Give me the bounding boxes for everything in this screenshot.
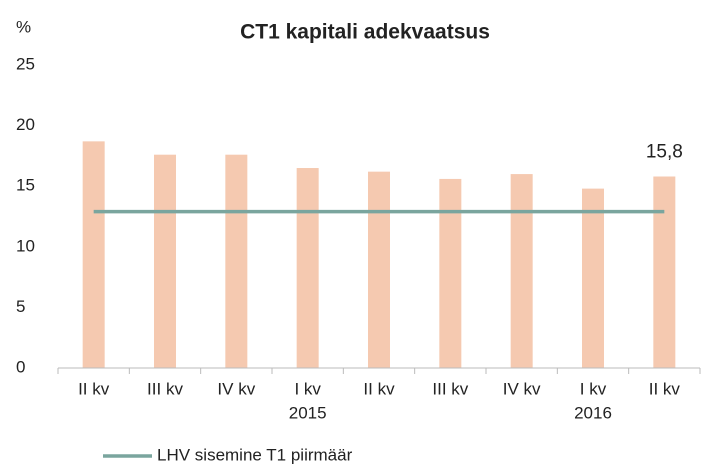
x-tick-label: II kv (78, 379, 110, 398)
bar (82, 141, 105, 368)
y-tick-label: 25 (16, 54, 35, 73)
x-tick-label: III kv (432, 379, 468, 398)
bar (439, 178, 462, 368)
y-tick-label: 0 (16, 357, 25, 376)
y-tick-label: 20 (16, 115, 35, 134)
x-tick-label: IV kv (217, 379, 255, 398)
year-label: 2015 (289, 403, 327, 422)
bar (582, 188, 604, 368)
bar (368, 171, 390, 368)
y-tick-label: 15 (16, 176, 35, 195)
y-tick-label: 10 (16, 236, 35, 255)
x-tick-label: II kv (363, 379, 395, 398)
chart-title: CT1 kapitali adekvaatsus (240, 21, 490, 44)
x-tick-label: I kv (294, 379, 321, 398)
data-label: 15,8 (646, 142, 683, 163)
year-label: 2016 (574, 403, 612, 422)
legend-label: LHV sisemine T1 piirmäär (157, 445, 353, 464)
x-tick-label: II kv (649, 379, 681, 398)
bar (653, 176, 676, 368)
y-axis-label: % (16, 17, 31, 36)
bar (510, 174, 533, 368)
x-tick-label: III kv (147, 379, 183, 398)
x-tick-label: IV kv (503, 379, 541, 398)
bar (154, 154, 176, 368)
bar (225, 154, 248, 368)
y-tick-label: 5 (16, 297, 25, 316)
x-tick-label: I kv (580, 379, 607, 398)
bar (296, 168, 319, 368)
